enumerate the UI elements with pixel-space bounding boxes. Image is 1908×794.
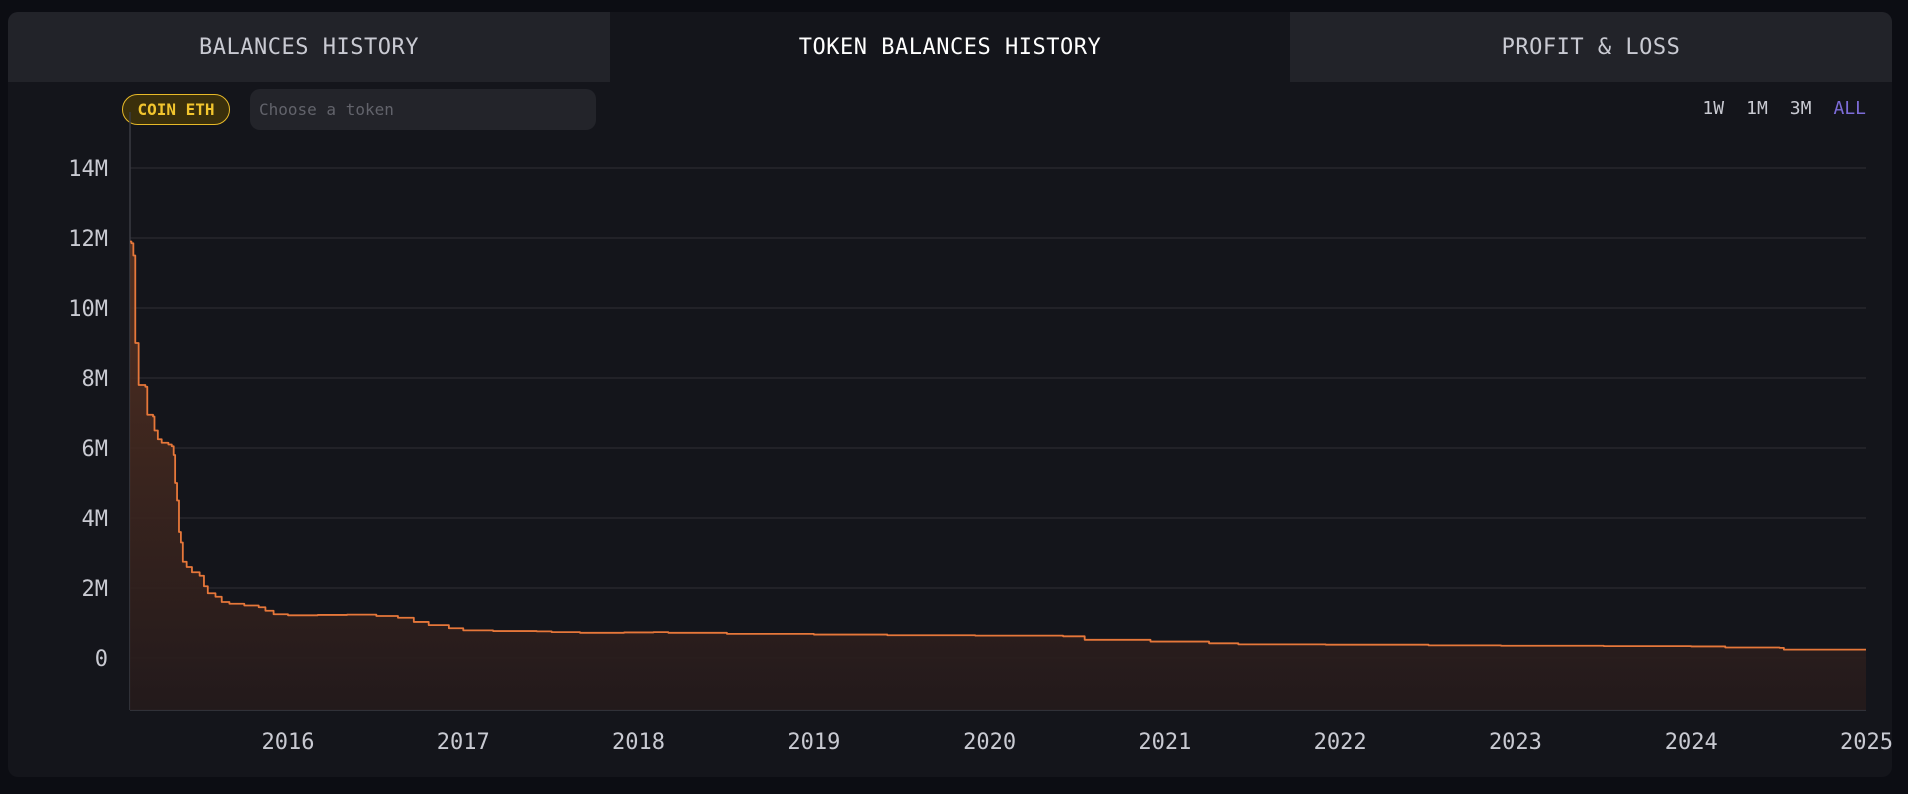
balance-area-chart: 14M 12M 10M 8M 6M 4M 2M 0 2016 2017 2018 2019 2020 20… (68, 112, 1892, 755)
x-tick-label: 2023 (1489, 730, 1542, 755)
time-range-selector: 1W 1M 3M ALL (1702, 98, 1866, 119)
coin-filter-badge[interactable]: COIN ETH (122, 94, 230, 125)
tab-profit-loss[interactable]: PROFIT & LOSS (1290, 12, 1892, 82)
x-tick-label: 2020 (963, 730, 1016, 755)
y-tick-label: 0 (95, 647, 108, 672)
y-tick-label: 14M (68, 157, 108, 182)
y-tick-label: 6M (82, 437, 109, 462)
series-area (130, 241, 1866, 710)
y-tick-label: 8M (82, 367, 109, 392)
x-tick-label: 2019 (787, 730, 840, 755)
chart-panel: BALANCES HISTORY TOKEN BALANCES HISTORY … (8, 12, 1892, 777)
x-tick-label: 2022 (1314, 730, 1367, 755)
tab-token-balances-history[interactable]: TOKEN BALANCES HISTORY (610, 12, 1290, 82)
y-tick-label: 12M (68, 227, 108, 252)
x-tick-label: 2021 (1138, 730, 1191, 755)
y-tick-label: 4M (82, 507, 109, 532)
x-tick-label: 2018 (612, 730, 665, 755)
x-tick-label: 2025 (1840, 730, 1892, 755)
series-line (130, 240, 1866, 651)
range-1m-button[interactable]: 1M (1746, 98, 1768, 119)
tab-bar: BALANCES HISTORY TOKEN BALANCES HISTORY … (8, 12, 1892, 82)
y-tick-label: 2M (82, 577, 109, 602)
token-search-input[interactable] (250, 89, 596, 130)
y-tick-label: 10M (68, 297, 108, 322)
x-tick-label: 2024 (1665, 730, 1718, 755)
range-3m-button[interactable]: 3M (1789, 98, 1812, 119)
x-tick-label: 2016 (262, 730, 315, 755)
range-1w-button[interactable]: 1W (1702, 98, 1725, 119)
tab-balances-history[interactable]: BALANCES HISTORY (8, 12, 610, 82)
range-all-button[interactable]: ALL (1833, 98, 1866, 119)
x-tick-label: 2017 (437, 730, 490, 755)
